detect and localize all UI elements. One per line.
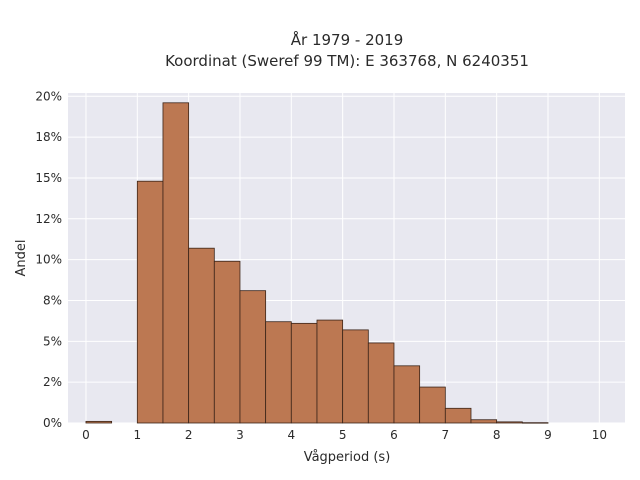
x-tick-label: 3 [236,428,244,442]
y-tick-label: 18% [35,130,62,144]
x-tick-label: 2 [185,428,193,442]
y-tick-label: 0% [43,416,62,430]
y-axis-label: Andel [14,240,29,277]
x-tick-label: 5 [339,428,347,442]
histogram-bar [521,422,549,424]
x-tick-label: 9 [544,428,552,442]
histogram-bar [136,180,164,424]
histogram-bar [393,365,421,424]
y-tick-label: 8% [43,293,62,307]
histogram-bar [239,290,267,424]
histogram-bar [85,420,113,424]
histogram-bar [316,319,344,424]
x-axis-label: Vågperiod (s) [304,450,391,465]
x-tick-label: 8 [493,428,501,442]
chart-subtitle: Koordinat (Sweref 99 TM): E 363768, N 62… [165,52,529,70]
histogram-bar [419,386,446,424]
x-tick-label: 0 [82,428,90,442]
chart-title: År 1979 - 2019 [291,30,404,49]
y-tick-label: 15% [35,171,62,185]
histogram-bar [213,260,241,424]
histogram-bar [290,322,318,424]
y-tick-label: 2% [43,375,62,389]
histogram-bar [367,342,395,424]
y-tick-label: 5% [43,334,62,348]
histogram-bar [470,419,498,424]
x-tick-label: 10 [592,428,607,442]
histogram-bar [342,329,369,424]
histogram-bar [496,421,523,424]
y-tick-label: 20% [35,89,62,103]
y-tick-label: 12% [35,212,62,226]
histogram-bar [444,407,472,424]
x-tick-label: 1 [133,428,141,442]
bars [85,102,549,424]
tick-labels: 0 1 2 3 4 5 6 7 8 9 10 0% 2% 5% 8% 10% 12% 15% 18% 20% [35,89,607,442]
x-tick-label: 7 [442,428,450,442]
histogram-bar [265,321,292,424]
histogram-bar [188,247,215,424]
y-tick-label: 10% [35,253,62,267]
x-tick-label: 6 [390,428,398,442]
histogram-bar [162,102,190,424]
x-tick-label: 4 [287,428,295,442]
